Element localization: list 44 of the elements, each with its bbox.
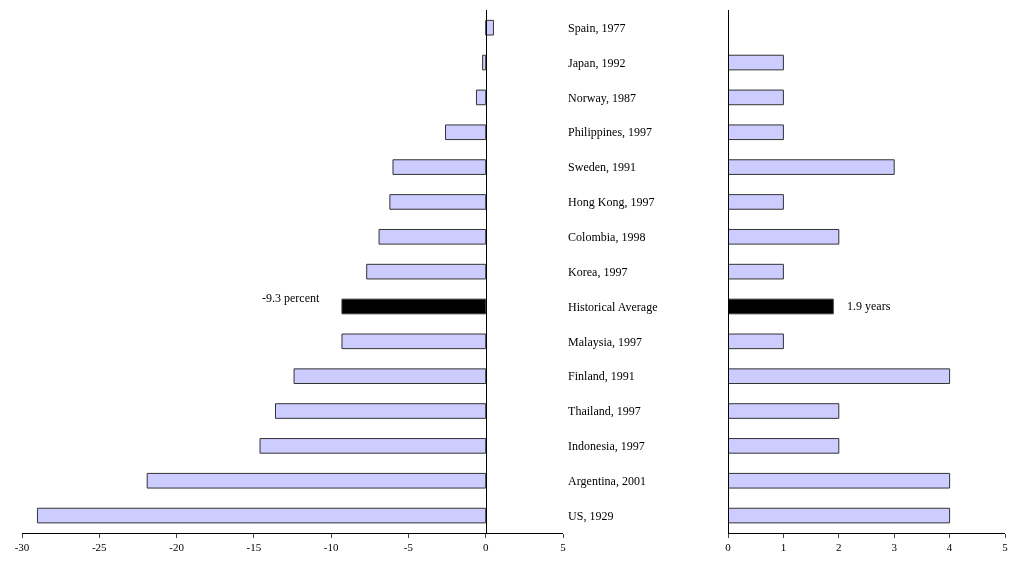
x-tick-label: -10: [323, 541, 339, 554]
y-tick-label: Philippines, 1997: [568, 125, 653, 140]
x-tick-label: 5: [560, 541, 567, 554]
annotation: -9.3 percent: [262, 291, 320, 305]
bar: [728, 228, 840, 245]
y-tick-label: Historical Average: [568, 299, 658, 314]
x-tick-label: 0: [482, 541, 489, 554]
y-tick-label: Sweden, 1991: [568, 160, 637, 175]
bar: [728, 403, 840, 419]
bar: [728, 368, 951, 384]
x-tick-label: 0: [725, 541, 732, 554]
y-tick-label: US, 1929: [568, 508, 614, 523]
y-tick-label: Hong Kong, 1997: [568, 195, 655, 210]
y-tick-label: Finland, 1991: [568, 369, 635, 384]
bar: [728, 507, 951, 524]
y-tick-label: Japan, 1992: [568, 55, 626, 70]
bar: [728, 124, 784, 141]
y-tick-label: Thailand, 1997: [568, 404, 641, 419]
y-tick-label: Korea, 1997: [568, 264, 628, 279]
x-tick-label: 3: [891, 541, 898, 554]
y-tick-label: Norway, 1987: [568, 90, 636, 105]
bar: [728, 194, 784, 210]
y-tick-label: Argentina, 2001: [568, 473, 646, 488]
y-tick-label: Malaysia, 1997: [568, 334, 643, 349]
bar: [728, 159, 895, 175]
x-tick-label: 1: [780, 541, 787, 554]
x-tick-label: -30: [14, 541, 30, 554]
x-tick-label: -25: [91, 541, 108, 554]
bar: [728, 472, 951, 489]
x-tick-label: 4: [946, 541, 953, 554]
x-tick-label: -20: [169, 541, 185, 554]
bar: [728, 89, 784, 106]
bar: [728, 333, 784, 350]
bar: [728, 54, 784, 71]
x-tick-label: 2: [836, 541, 842, 554]
y-tick-label: Colombia, 1998: [568, 229, 646, 244]
x-tick-label: -15: [246, 541, 262, 554]
bar: [728, 263, 784, 280]
x-tick-label: 5: [1002, 541, 1009, 554]
bar: [728, 438, 840, 454]
y-tick-label: Indonesia, 1997: [568, 439, 645, 454]
annotation: 1.9 years: [847, 299, 891, 313]
y-tick-label: Spain, 1977: [568, 20, 626, 35]
x-tick-label: -5: [403, 541, 414, 554]
